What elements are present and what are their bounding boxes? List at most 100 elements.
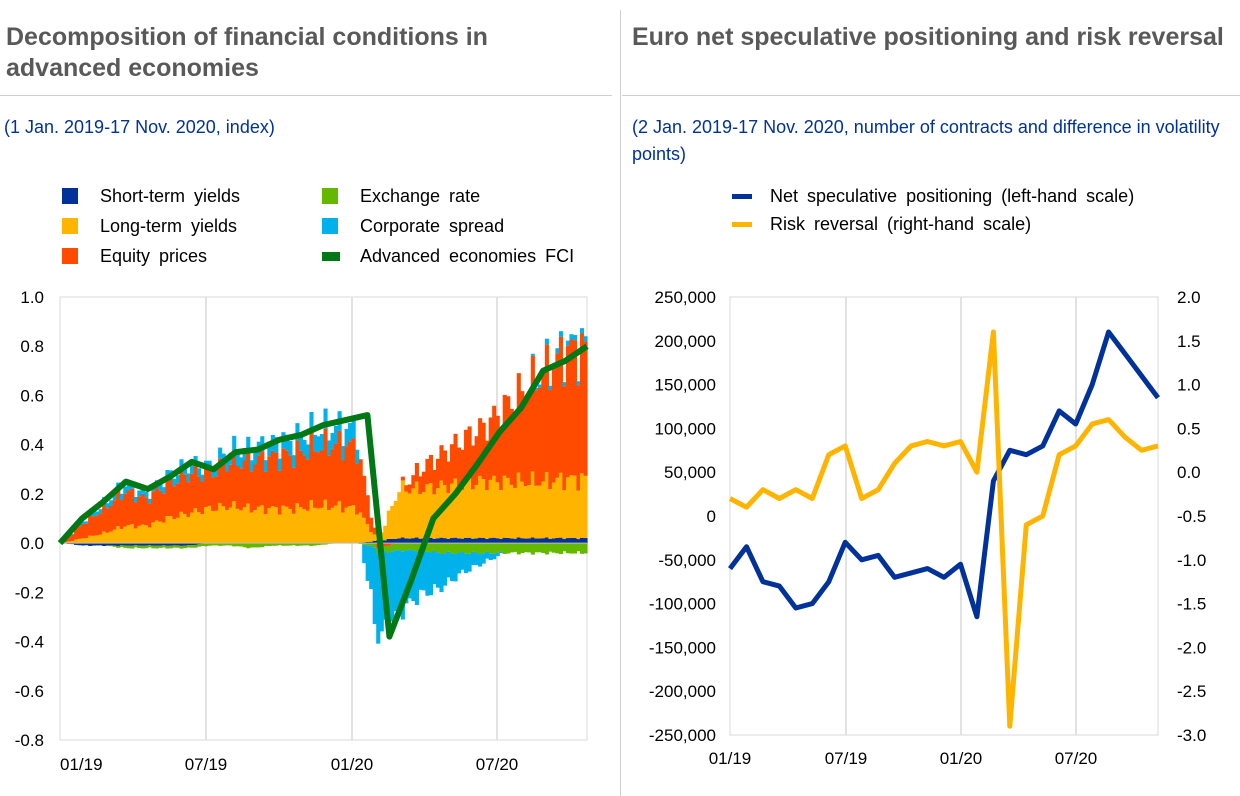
- bar-long-term-yields: [534, 485, 539, 539]
- bar-exchange-rate: [411, 543, 416, 551]
- bar-long-term-yields: [218, 502, 223, 544]
- y-tick-label: 0.2: [20, 485, 44, 504]
- bar-long-term-yields: [397, 492, 402, 539]
- bar-corporate-spread: [119, 493, 124, 500]
- y-left-tick-label: 0: [707, 507, 716, 526]
- bar-equity-prices: [123, 493, 128, 527]
- y-right-tick-label: 0.5: [1177, 419, 1201, 438]
- bar-short-term-yields: [197, 543, 202, 545]
- bar-short-term-yields: [446, 538, 451, 544]
- bar-equity-prices: [435, 458, 441, 489]
- bar-corporate-spread: [207, 460, 212, 469]
- y-tick-label: 0.0: [20, 534, 44, 553]
- bar-exchange-rate: [562, 543, 567, 552]
- bar-long-term-yields: [140, 524, 145, 544]
- right-chart-subtitle: (2 Jan. 2019-17 Nov. 2020, number of con…: [632, 117, 1220, 164]
- bar-exchange-rate: [435, 543, 441, 553]
- bar-exchange-rate: [228, 543, 233, 546]
- bar-exchange-rate: [263, 543, 268, 546]
- y-right-tick-label: -1.5: [1177, 595, 1206, 614]
- bar-exchange-rate: [541, 543, 546, 553]
- bar-corporate-spread: [471, 551, 476, 566]
- x-tick-label: 01/19: [60, 755, 103, 774]
- bar-long-term-yields: [74, 539, 79, 544]
- bar-equity-prices: [372, 527, 377, 535]
- bar-exchange-rate: [428, 543, 434, 553]
- bar-short-term-yields: [182, 543, 188, 546]
- bar-long-term-yields: [200, 514, 205, 544]
- bar-equity-prices: [267, 456, 272, 508]
- bar-equity-prices: [77, 526, 82, 539]
- bar-corporate-spread: [348, 423, 353, 442]
- bar-short-term-yields: [105, 543, 110, 546]
- bar-exchange-rate: [471, 543, 476, 552]
- bar-short-term-yields: [151, 543, 156, 546]
- bar-equity-prices: [186, 482, 191, 517]
- bar-long-term-yields: [369, 532, 374, 542]
- bar-long-term-yields: [193, 508, 198, 544]
- bar-exchange-rate: [204, 543, 209, 547]
- bar-corporate-spread: [239, 457, 244, 469]
- bar-equity-prices: [228, 464, 233, 508]
- bar-equity-prices: [558, 336, 563, 473]
- bar-long-term-yields: [457, 487, 462, 539]
- bar-equity-prices: [137, 496, 142, 526]
- bar-short-term-yields: [572, 537, 578, 544]
- bar-short-term-yields: [520, 538, 525, 544]
- bar-exchange-rate: [393, 543, 398, 551]
- bar-equity-prices: [520, 391, 525, 482]
- bar-long-term-yields: [119, 528, 124, 544]
- bar-long-term-yields: [425, 484, 430, 538]
- bar-short-term-yields: [562, 539, 567, 544]
- bar-exchange-rate: [193, 544, 198, 548]
- bar-equity-prices: [147, 503, 152, 528]
- bar-corporate-spread: [562, 382, 567, 387]
- y-left-tick-label: 100,000: [655, 419, 716, 438]
- bar-exchange-rate: [137, 545, 142, 549]
- bar-long-term-yields: [246, 503, 251, 544]
- bar-long-term-yields: [449, 483, 455, 539]
- bar-equity-prices: [386, 543, 391, 546]
- bar-equity-prices: [548, 390, 553, 490]
- bar-exchange-rate: [109, 545, 114, 547]
- bar-long-term-yields: [414, 481, 419, 538]
- bar-equity-prices: [84, 523, 89, 539]
- bar-corporate-spread: [407, 549, 412, 599]
- bar-equity-prices: [182, 474, 188, 514]
- bar-equity-prices: [541, 373, 546, 482]
- bar-corporate-spread: [319, 434, 325, 451]
- bar-short-term-yields: [365, 541, 370, 544]
- bar-equity-prices: [418, 476, 423, 495]
- bar-corporate-spread: [277, 458, 282, 471]
- bar-long-term-yields: [513, 488, 518, 539]
- bar-corporate-spread: [232, 435, 237, 450]
- bar-corporate-spread: [474, 552, 479, 566]
- left-chart-title: Decomposition of financial conditions in…: [6, 23, 488, 82]
- bar-equity-prices: [572, 340, 578, 476]
- bar-corporate-spread: [260, 436, 265, 452]
- bar-short-term-yields: [189, 543, 195, 546]
- bar-short-term-yields: [460, 538, 465, 544]
- bar-exchange-rate: [323, 543, 328, 545]
- bar-corporate-spread: [555, 348, 560, 354]
- bar-equity-prices: [211, 477, 216, 511]
- bar-short-term-yields: [457, 538, 462, 544]
- bar-equity-prices: [288, 455, 293, 509]
- bar-corporate-spread: [189, 464, 195, 474]
- bar-long-term-yields: [165, 516, 170, 544]
- bar-short-term-yields: [516, 537, 521, 544]
- bar-corporate-spread: [548, 385, 553, 391]
- bar-short-term-yields: [88, 543, 93, 546]
- bar-corporate-spread: [295, 423, 300, 441]
- bar-exchange-rate: [499, 543, 504, 552]
- bar-corporate-spread: [81, 521, 86, 524]
- bar-equity-prices: [449, 444, 455, 484]
- bar-equity-prices: [172, 486, 177, 520]
- bar-long-term-yields: [506, 477, 511, 538]
- bar-short-term-yields: [168, 543, 174, 546]
- bar-short-term-yields: [488, 538, 493, 544]
- bar-exchange-rate: [189, 545, 195, 548]
- bar-exchange-rate: [312, 543, 318, 546]
- bar-exchange-rate: [453, 543, 458, 555]
- bar-short-term-yields: [154, 543, 159, 546]
